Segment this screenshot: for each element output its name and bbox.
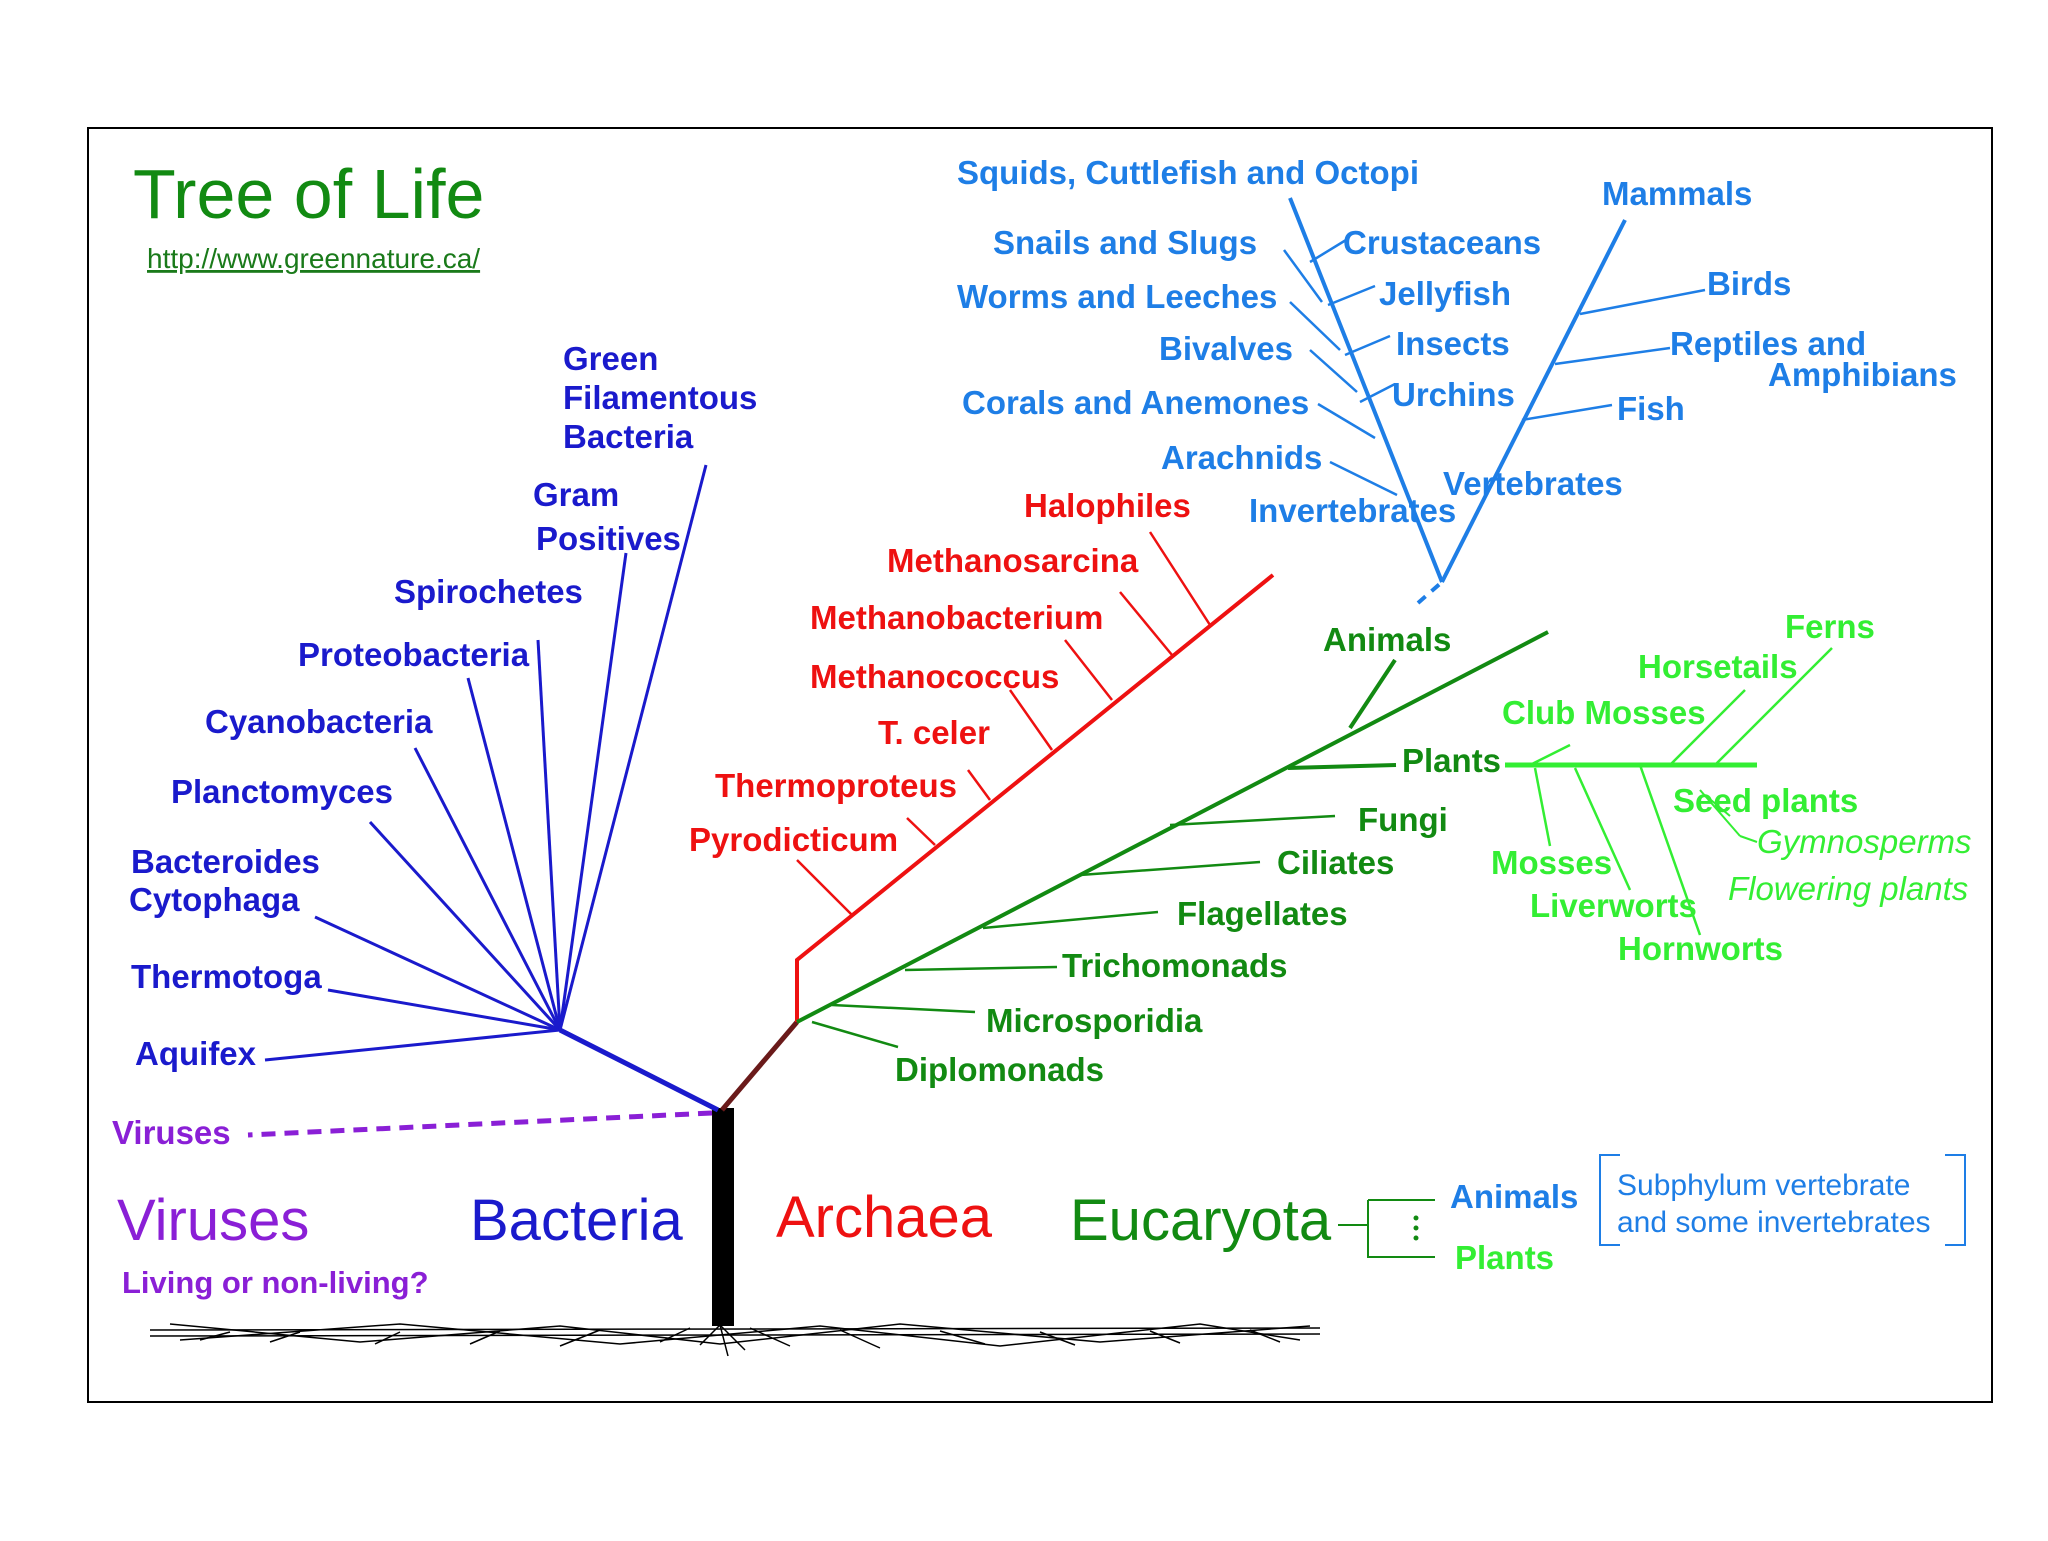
label-gymnosperms: Gymnosperms (1757, 823, 1972, 860)
label-gram-line1: Gram (533, 476, 619, 513)
eucaryota-branches (796, 630, 1549, 1049)
label-flagellates: Flagellates (1177, 895, 1348, 932)
label-mammals: Mammals (1602, 175, 1752, 212)
label-reptiles-line2: Amphibians (1768, 356, 1957, 393)
label-diplomonads: Diplomonads (895, 1051, 1104, 1088)
legend-plants: Plants (1455, 1239, 1554, 1276)
label-green-line1: Green (563, 340, 658, 377)
branch-stem (720, 1020, 799, 1112)
label-hornworts: Hornworts (1618, 930, 1783, 967)
label-arachnids: Arachnids (1161, 439, 1322, 476)
label-bacteroides-line1: Bacteroides (131, 843, 320, 880)
branch-viruses (247, 1110, 713, 1138)
label-thermoproteus: Thermoproteus (715, 767, 957, 804)
label-bacteroides-line2: Cytophaga (129, 881, 300, 918)
label-liverworts: Liverworts (1530, 887, 1697, 924)
diagram-title: Tree of Life (133, 155, 484, 233)
label-ferns: Ferns (1785, 608, 1875, 645)
legend-note-bracket (1599, 1154, 1966, 1246)
label-insects: Insects (1396, 325, 1510, 362)
label-invertebrates: Invertebrates (1249, 492, 1456, 529)
legend-animals: Animals (1450, 1178, 1578, 1215)
label-methanococcus: Methanococcus (810, 658, 1059, 695)
domain-bacteria: Bacteria (470, 1188, 684, 1253)
label-plants-branch: Plants (1402, 742, 1501, 779)
legend-note-line2: and some invertebrates (1617, 1206, 1931, 1239)
label-viruses-branch: Viruses (112, 1114, 231, 1151)
label-cyanobacteria: Cyanobacteria (205, 703, 433, 740)
label-proteobacteria: Proteobacteria (298, 636, 530, 673)
trunk (712, 1108, 734, 1326)
label-reptiles-line1: Reptiles and (1670, 325, 1866, 362)
bacteria-labels: Aquifex Thermotoga Bacteroides Cytophaga… (129, 340, 757, 1072)
bacteria-branches (264, 464, 720, 1113)
label-microsporidia: Microsporidia (986, 1002, 1203, 1039)
label-green-line3: Bacteria (563, 418, 694, 455)
legend-note-line1: Subphylum vertebrate (1617, 1169, 1911, 1202)
label-t-celer: T. celer (878, 714, 990, 751)
label-club-mosses: Club Mosses (1502, 694, 1706, 731)
label-corals: Corals and Anemones (962, 384, 1309, 421)
label-green-line2: Filamentous (563, 379, 757, 416)
plant-branches (1505, 647, 1833, 936)
plant-labels: Ferns Horsetails Club Mosses Seed plants… (1491, 608, 1972, 967)
label-gram-line2: Positives (536, 520, 681, 557)
label-planctomyces: Planctomyces (171, 773, 393, 810)
animal-branches (1282, 197, 1706, 605)
label-vertebrates: Vertebrates (1443, 465, 1623, 502)
label-seed-plants: Seed plants (1673, 782, 1858, 819)
label-methanobacterium: Methanobacterium (810, 599, 1103, 636)
label-flowering-plants: Flowering plants (1728, 870, 1968, 907)
label-fungi: Fungi (1358, 801, 1448, 838)
label-birds: Birds (1707, 265, 1791, 302)
domain-eucaryota: Eucaryota (1070, 1188, 1332, 1253)
label-thermotoga: Thermotoga (131, 958, 322, 995)
label-ciliates: Ciliates (1277, 844, 1394, 881)
roots (149, 1323, 1321, 1357)
label-bivalves: Bivalves (1159, 330, 1293, 367)
domain-viruses-question: Living or non-living? (122, 1265, 429, 1300)
archaea-labels: Pyrodicticum Thermoproteus T. celer Meth… (689, 487, 1191, 858)
source-link[interactable]: http://www.greennature.ca/ (147, 243, 480, 274)
label-animals-branch: Animals (1323, 621, 1451, 658)
label-trichomonads: Trichomonads (1062, 947, 1288, 984)
domain-archaea: Archaea (776, 1185, 993, 1250)
label-halophiles: Halophiles (1024, 487, 1191, 524)
animal-labels: Squids, Cuttlefish and Octopi Snails and… (957, 154, 1957, 529)
label-jellyfish: Jellyfish (1379, 275, 1511, 312)
label-aquifex: Aquifex (135, 1035, 257, 1072)
legend-dots (1413, 1215, 1419, 1241)
eucaryota-labels: Diplomonads Microsporidia Trichomonads F… (895, 621, 1501, 1088)
label-mosses: Mosses (1491, 844, 1612, 881)
label-snails: Snails and Slugs (993, 224, 1257, 261)
label-crustaceans: Crustaceans (1343, 224, 1541, 261)
label-methanosarcina: Methanosarcina (887, 542, 1139, 579)
label-fish: Fish (1617, 390, 1685, 427)
label-horsetails: Horsetails (1638, 648, 1798, 685)
label-squids: Squids, Cuttlefish and Octopi (957, 154, 1419, 191)
label-pyrodicticum: Pyrodicticum (689, 821, 898, 858)
label-spirochetes: Spirochetes (394, 573, 583, 610)
label-worms: Worms and Leeches (957, 278, 1277, 315)
archaea-branches (795, 531, 1275, 1022)
legend-bracket (1338, 1199, 1435, 1258)
domain-viruses: Viruses (117, 1188, 309, 1253)
label-urchins: Urchins (1392, 376, 1515, 413)
